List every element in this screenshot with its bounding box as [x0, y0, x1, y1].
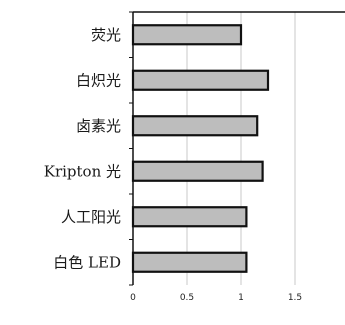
category-label-4: 人工阳光: [61, 208, 121, 226]
category-label-5: 白色 LED: [53, 253, 121, 271]
bar-3: [131, 160, 264, 182]
gridlines: [186, 12, 296, 285]
category-label-2: 卤素光: [76, 117, 121, 135]
bar-1: [131, 69, 270, 91]
bars: [131, 24, 270, 273]
bar-5: [131, 251, 248, 273]
bar-4: [131, 206, 248, 228]
category-label-3: Kripton 光: [44, 162, 121, 180]
category-label-0: 荧光: [91, 26, 121, 44]
axes: [129, 11, 345, 286]
category-label-1: 白炽光: [76, 71, 121, 89]
bar-2: [131, 115, 259, 137]
x-tick-label-0: 0: [130, 293, 136, 303]
x-tick-labels: 00.511.52: [130, 293, 302, 303]
x-tick-label-3: 1.5: [288, 293, 302, 303]
x-tick-label-2: 1: [238, 293, 244, 303]
bar-0: [131, 24, 243, 46]
x-tick-label-1: 0.5: [180, 293, 194, 303]
